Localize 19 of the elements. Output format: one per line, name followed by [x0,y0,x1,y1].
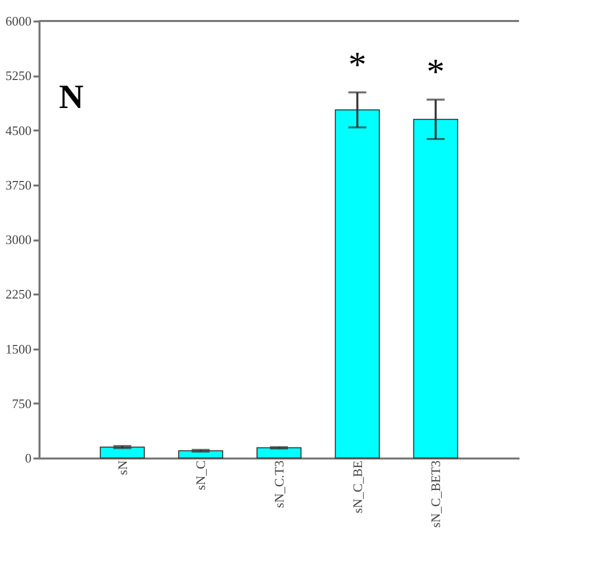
annotation: * [426,52,445,92]
y-tick-label: 5250 [6,68,32,84]
y-tick-label: 750 [12,396,32,411]
bar [100,446,145,458]
x-tick-label: sN_C.T3 [272,460,286,508]
annotation: N [59,79,84,116]
x-tick-label: sN_C [193,460,208,490]
x-tick-label: sN [114,460,130,475]
x-tick-label: sN_C_BE [350,460,365,514]
x-tick-label: sN_C_BET3 [428,460,444,528]
bar [256,447,302,458]
y-tick-label: 1500 [6,341,32,356]
y-tick-label: 4500 [6,122,32,138]
y-tick-label: 3750 [6,177,32,192]
y-tick-label: 2250 [6,286,32,302]
y-tick-label: 0 [25,450,32,466]
annotation: * [348,44,366,84]
y-tick-label: 3000 [6,232,32,247]
y-tick-label: 6000 [6,14,32,28]
